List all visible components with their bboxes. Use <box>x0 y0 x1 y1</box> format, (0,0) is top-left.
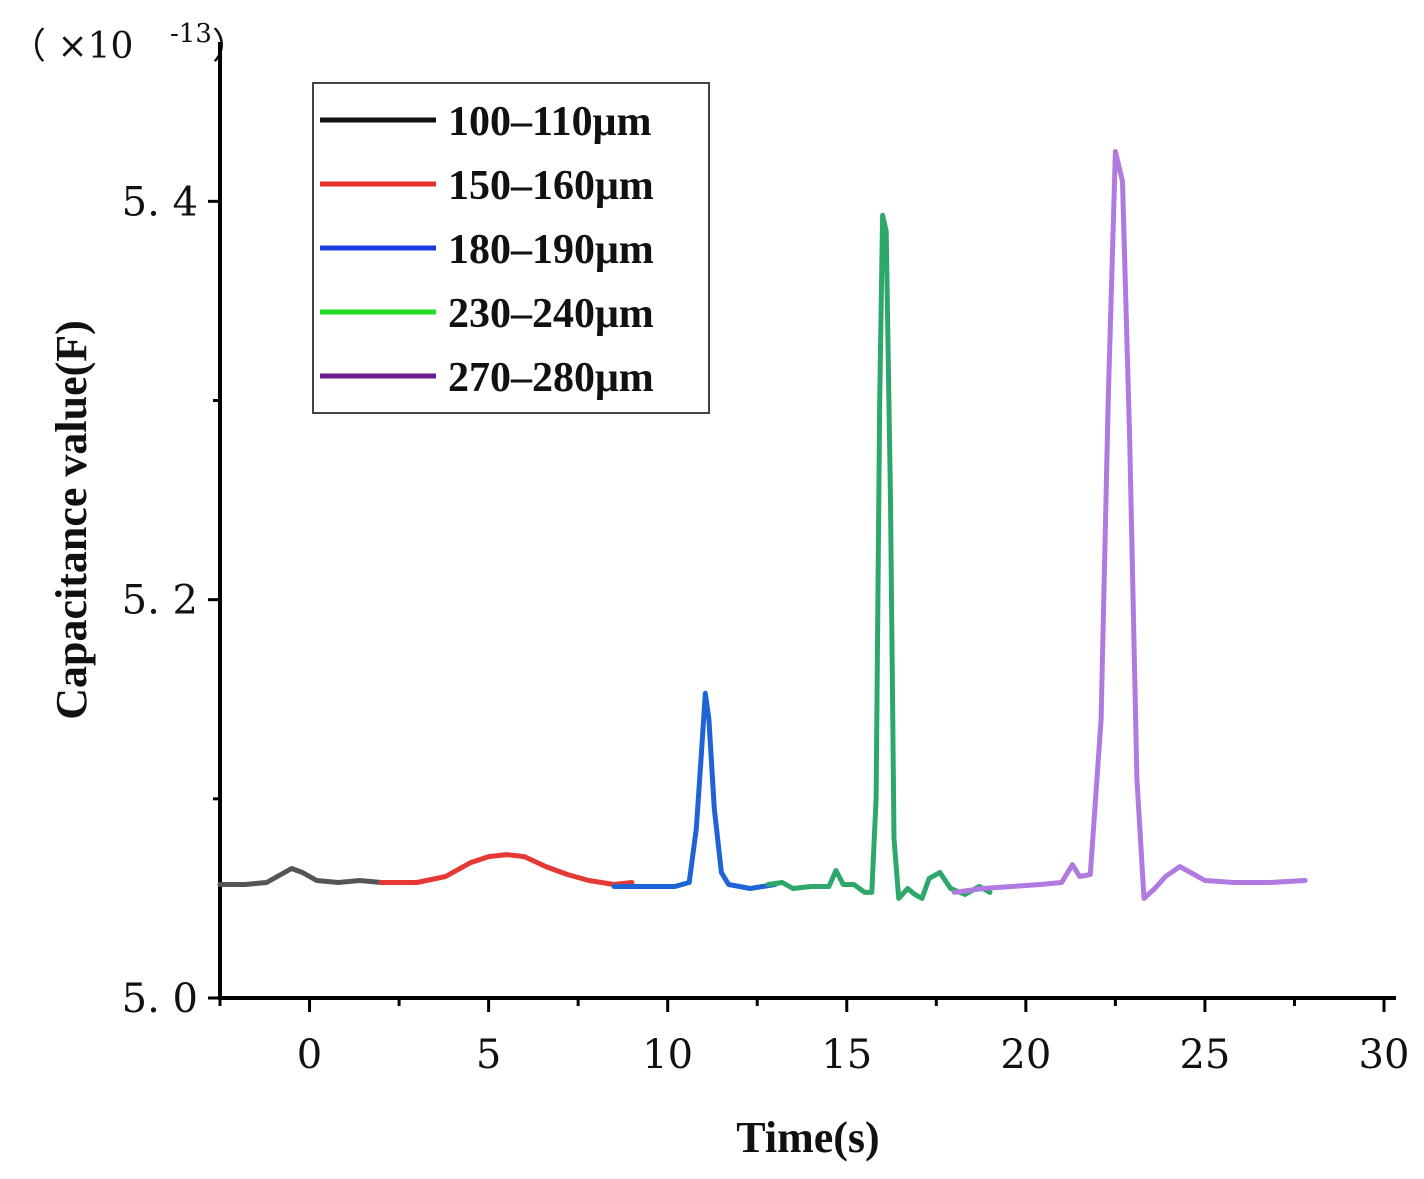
x-tick-label: 20 <box>1000 1032 1051 1078</box>
series-group <box>217 149 1308 901</box>
x-tick-label: 15 <box>821 1032 872 1078</box>
y-multiplier-close: ） <box>212 26 248 67</box>
x-tick-label: 25 <box>1179 1032 1230 1078</box>
y-axis-ticks: 5. 0 5. 2 5. 4 <box>122 179 220 1022</box>
series-line-5 <box>951 149 1308 901</box>
series-line-3 <box>611 690 778 891</box>
legend-label-5: 270–280μm <box>448 355 654 401</box>
x-tick-label: 5 <box>476 1032 501 1078</box>
y-axis-title: Capacitance value(F) <box>47 320 96 720</box>
x-axis-title: Time(s) <box>736 1113 879 1162</box>
y-multiplier-label: （ ×10 <box>10 26 133 67</box>
y-multiplier-exponent: -13 <box>170 19 212 49</box>
series-line-1 <box>217 866 384 887</box>
series-line-2 <box>378 852 635 887</box>
series-line-4 <box>765 212 993 901</box>
legend-label-2: 150–160μm <box>448 163 654 209</box>
x-tick-label: 10 <box>642 1032 693 1078</box>
legend: 100–110μm 150–160μm 180–190μm 230–240μm 270–… <box>312 82 710 414</box>
legend-label-1: 100–110μm <box>448 99 651 145</box>
y-tick-label: 5. 4 <box>122 179 198 225</box>
y-tick-label: 5. 2 <box>122 578 198 624</box>
legend-label-4: 230–240μm <box>448 291 654 337</box>
x-axis-ticks: 0 5 10 15 20 25 30 <box>218 998 1410 1078</box>
y-tick-label: 5. 0 <box>122 976 198 1022</box>
x-tick-label: 0 <box>297 1032 322 1078</box>
legend-label-3: 180–190μm <box>448 227 654 273</box>
x-tick-label: 30 <box>1359 1032 1410 1078</box>
